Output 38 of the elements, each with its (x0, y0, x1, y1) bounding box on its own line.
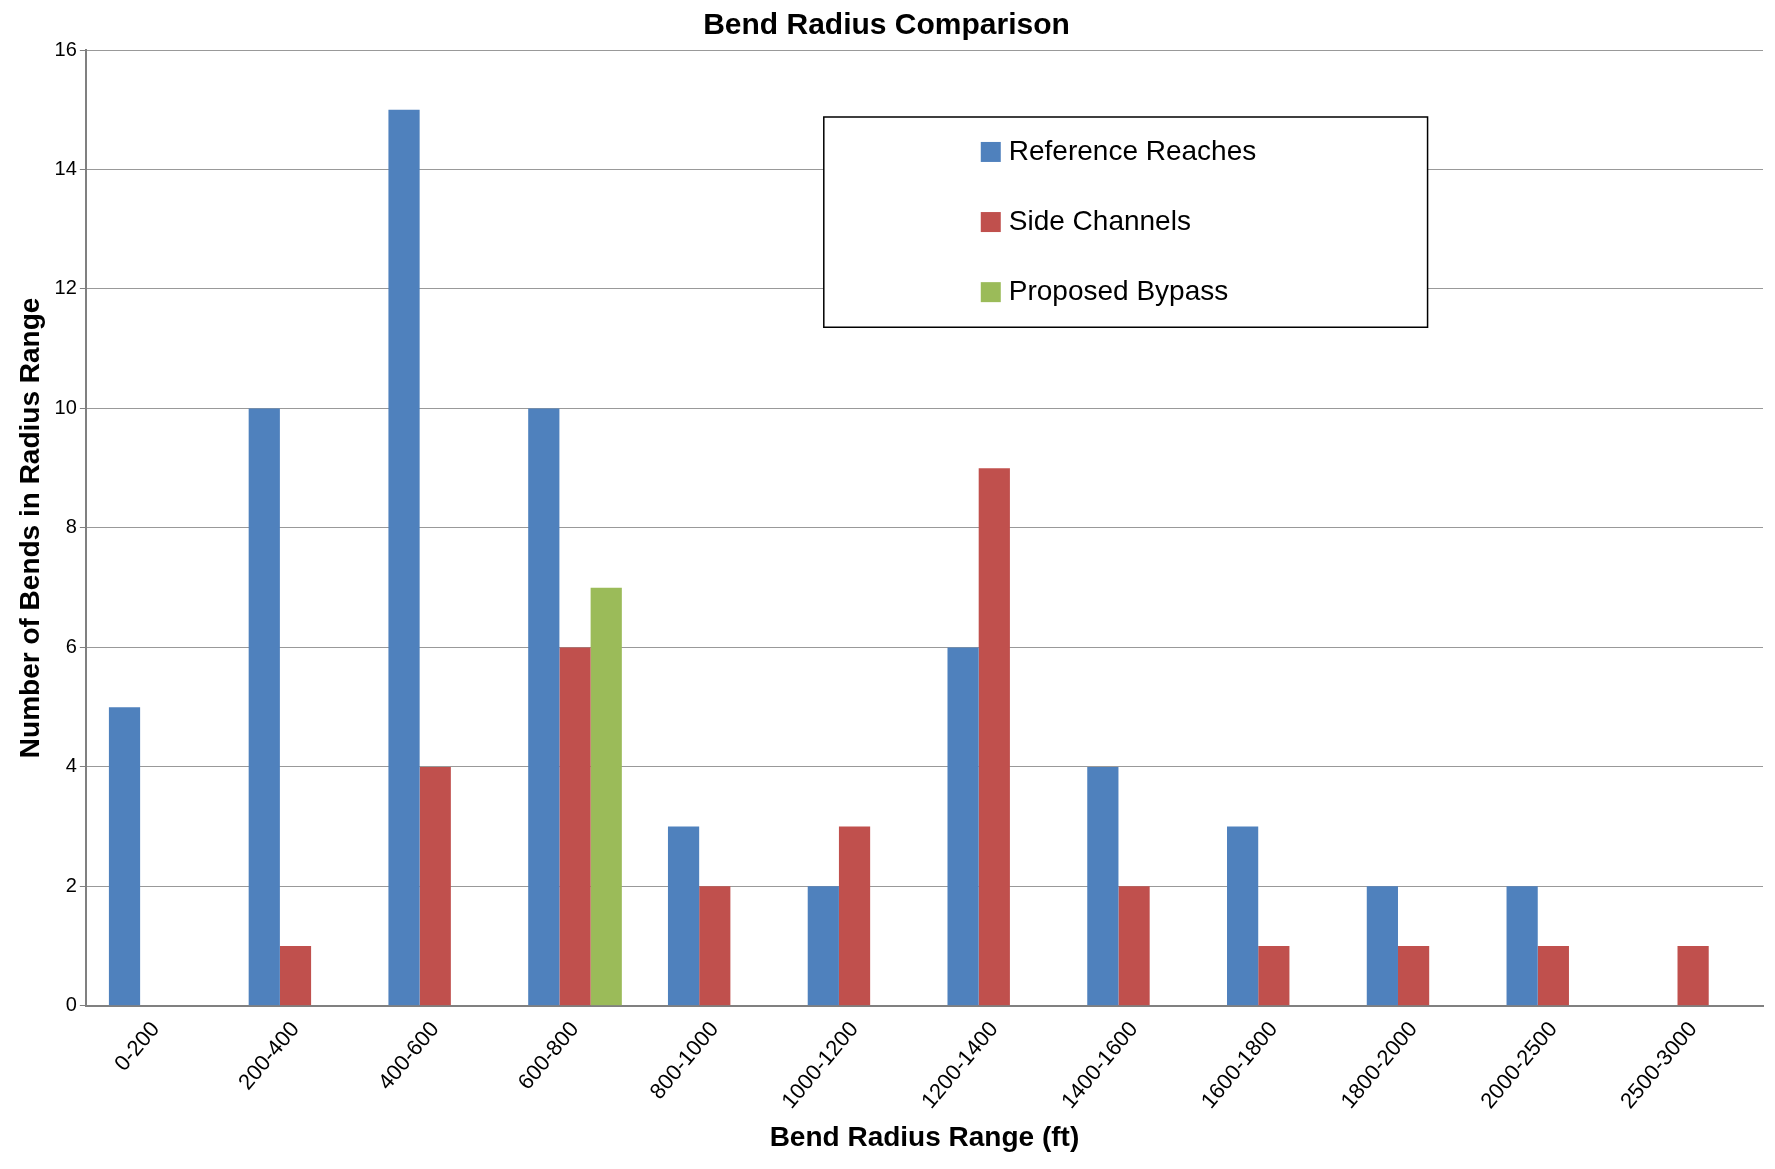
legend-label: Side Channels (1008, 204, 1191, 236)
bar (388, 109, 420, 1006)
y-tick-label: 16 (54, 37, 77, 60)
chart-title: Bend Radius Comparison (703, 7, 1070, 41)
y-axis-title: Number of Bends in Radius Range (13, 297, 45, 759)
y-tick-label: 4 (65, 754, 77, 777)
legend-label: Reference Reaches (1008, 134, 1257, 166)
bar (1537, 946, 1569, 1006)
bar (1397, 946, 1430, 1006)
bar (248, 408, 280, 1006)
bar (279, 946, 312, 1006)
bar (978, 468, 1010, 1006)
bar (807, 886, 839, 1006)
y-tick-label: 0 (65, 993, 77, 1016)
bar (419, 766, 451, 1006)
bar (1677, 946, 1709, 1006)
bar (1118, 886, 1150, 1006)
bar (947, 647, 979, 1006)
bar (699, 886, 731, 1006)
y-tick-label: 2 (65, 873, 77, 896)
bar (108, 707, 141, 1006)
bar (1227, 826, 1259, 1006)
y-tick-label: 8 (65, 515, 77, 538)
bar (667, 826, 700, 1006)
bar (528, 408, 560, 1006)
y-tick-label: 6 (65, 634, 77, 657)
bar (590, 587, 622, 1006)
bar (559, 647, 591, 1006)
bar (1506, 886, 1538, 1006)
x-axis-title: Bend Radius Range (ft) (769, 1120, 1080, 1152)
y-tick-label: 14 (54, 157, 77, 179)
y-tick-label: 10 (54, 395, 77, 418)
bar (1087, 766, 1119, 1006)
bar (1258, 946, 1290, 1006)
y-tick-label: 12 (54, 276, 77, 299)
legend-label: Proposed Bypass (1008, 274, 1229, 306)
bar (1366, 886, 1398, 1006)
bar (838, 826, 871, 1006)
